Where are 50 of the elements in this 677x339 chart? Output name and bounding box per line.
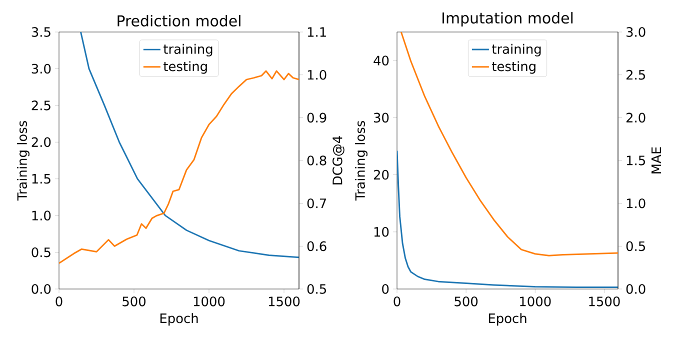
y2-tick-label: 1.5 [626,156,645,166]
y-tick-label: 1.0 [32,210,51,220]
y2-tick-label: 2.0 [626,112,646,123]
y-tick-label: 0 [382,284,389,294]
y2-tick-label: 0.7 [307,198,326,208]
y-tick-label: 40 [374,56,389,66]
chart-title: Imputation model [442,12,573,27]
x-tick-label: 1500 [589,296,620,306]
y2-tick-label: 1.0 [626,198,646,208]
y2-tick-label: 2.5 [626,70,645,80]
y-tick-label: 2.5 [32,100,50,110]
y-axis-title: Training loss [16,121,30,201]
line-series [80,32,299,258]
y-tick-label: 20 [374,170,389,180]
x-tick-label: 0 [394,296,400,306]
y2-axis-title: DCG@4 [332,136,344,184]
y-tick-label: 0.5 [32,247,50,258]
y2-tick-label: 0.0 [626,284,646,294]
x-tick-label: 1000 [520,296,551,306]
x-tick-label: 500 [454,296,478,306]
y-axis-title: Training loss [354,121,368,201]
legend-label: testing [492,61,536,74]
line-series [400,32,618,256]
line-series [397,150,618,288]
y2-tick-label: 0.8 [307,156,326,166]
y2-tick-label: 0.6 [307,241,326,252]
legend-label: training [492,44,541,56]
x-tick-label: 1000 [194,296,225,306]
y2-axis-title: MAE [652,147,661,174]
chart-title: Prediction model [118,14,240,27]
y-tick-label: 0.0 [32,284,51,294]
x-tick-label: 1500 [268,296,300,306]
x-axis-title: Epoch [488,313,526,326]
y-tick-label: 3.0 [32,64,51,74]
x-axis-title: Epoch [160,313,198,326]
y-tick-label: 1.5 [32,174,50,184]
y2-tick-label: 1.1 [308,27,326,37]
y-tick-label: 10 [374,226,389,237]
x-tick-label: 0 [56,296,62,306]
y2-tick-label: 1.0 [308,70,326,80]
legend-label: testing [164,61,207,74]
y2-tick-label: 0.9 [307,112,326,123]
y-tick-label: 3.5 [32,27,50,37]
y-tick-label: 2.0 [32,137,51,148]
y2-tick-label: 3.0 [626,27,646,37]
x-tick-label: 500 [122,296,146,306]
y2-tick-label: 0.5 [626,241,645,252]
legend-label: training [164,44,212,56]
y2-tick-label: 0.5 [307,284,326,294]
y-tick-label: 30 [374,112,389,123]
